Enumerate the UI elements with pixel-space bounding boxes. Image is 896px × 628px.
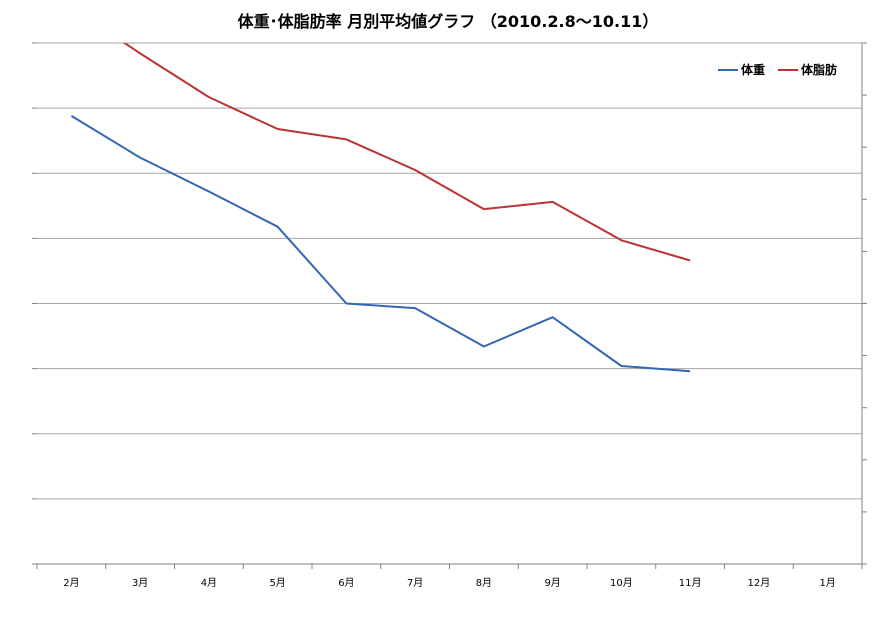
- x-tick-label: 3月: [132, 577, 148, 589]
- x-tick-label: 9月: [544, 577, 560, 589]
- grid-layer: [37, 42, 862, 500]
- x-tick-label: 11月: [679, 577, 702, 589]
- x-tick-labels: 2月 3月 4月 5月 6月 7月 8月 9月 10月 11月 12月 1月: [63, 577, 836, 589]
- x-tick-label: 6月: [338, 577, 354, 589]
- chart-title: 体重･体脂肪率 月別平均値グラフ （2010.2.8～10.11）: [237, 12, 659, 31]
- x-tick-label: 2月: [63, 577, 79, 589]
- series-layer: [70, 43, 691, 373]
- x-tick-label: 5月: [269, 577, 285, 589]
- legend-label: 体重: [741, 62, 765, 77]
- x-tick-label: 1月: [819, 577, 835, 589]
- series-line: [70, 115, 691, 373]
- axis-layer: [32, 42, 867, 569]
- x-tick-label: 7月: [407, 577, 423, 589]
- x-tick-label: 8月: [476, 577, 492, 589]
- legend: 体重 体脂肪: [718, 62, 837, 77]
- x-tick-label: 10月: [610, 577, 633, 589]
- legend-label: 体脂肪: [801, 62, 837, 77]
- x-tick-label: 4月: [201, 577, 217, 589]
- x-tick-label: 12月: [748, 577, 771, 589]
- series-line: [122, 43, 691, 262]
